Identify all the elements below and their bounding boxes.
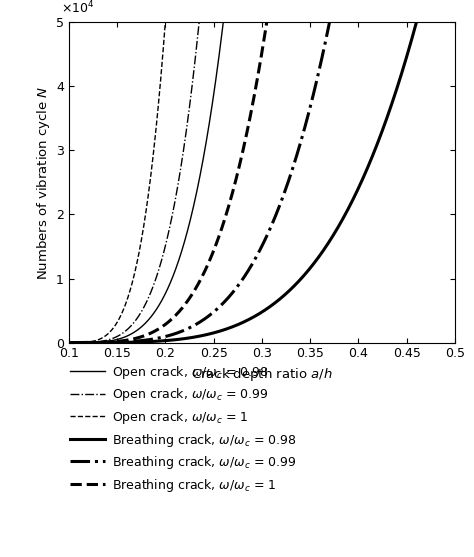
Legend: Open crack, $\omega/\omega_c$ = 0.98, Open crack, $\omega/\omega_c$ = 0.99, Open: Open crack, $\omega/\omega_c$ = 0.98, Op… [65, 359, 302, 499]
Y-axis label: Numbers of vibration cycle $N$: Numbers of vibration cycle $N$ [35, 85, 52, 280]
Text: $\times10^4$: $\times10^4$ [61, 0, 94, 16]
X-axis label: Crack depth ratio $a/h$: Crack depth ratio $a/h$ [191, 366, 333, 383]
